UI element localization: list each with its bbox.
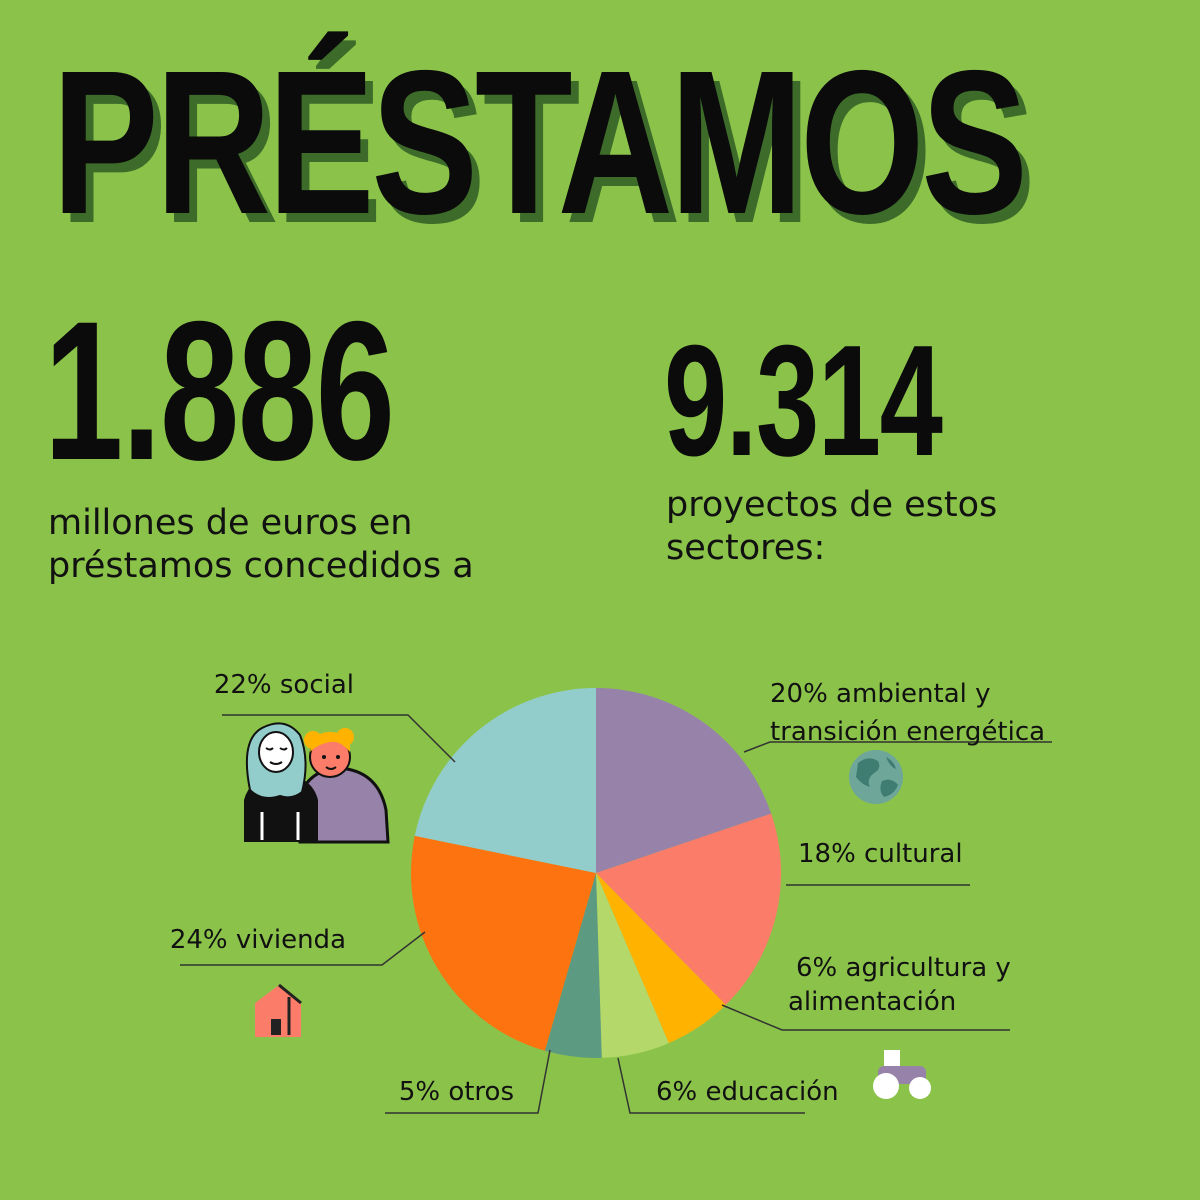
globe-icon	[849, 750, 903, 804]
leader-line	[743, 741, 1052, 753]
slice-label: 20% ambiental y	[770, 679, 991, 709]
tractor-icon	[873, 1050, 931, 1099]
pie-labels: 20% ambiental y transición energética 18% …	[170, 670, 1045, 1107]
slice-label: 6% educación	[656, 1077, 839, 1107]
people-illustration	[244, 722, 390, 844]
loan-amount-caption-line2: préstamos concedidos a	[48, 545, 474, 586]
leader-line	[721, 1004, 1010, 1031]
project-count-caption-line2: sectores:	[666, 527, 826, 568]
slice-label: 5% otros	[399, 1077, 514, 1107]
leader-line	[180, 931, 426, 966]
pie-slice	[411, 835, 596, 1051]
leader-line	[617, 1057, 805, 1114]
pie-slice	[596, 873, 726, 1044]
pie-leader-lines	[180, 714, 1052, 1114]
project-count-figure: 9.314	[664, 313, 943, 489]
loan-amount-figure: 1.886	[44, 280, 395, 501]
page-title: PRÉSTAMOS	[52, 28, 1028, 257]
pie-slice	[596, 873, 669, 1058]
loan-amount-caption: millones de euros en préstamos concedido…	[48, 502, 508, 587]
slice-label: 18% cultural	[798, 839, 963, 869]
pie-slice	[596, 813, 781, 1005]
house-icon	[255, 983, 302, 1037]
leader-line	[222, 714, 456, 763]
leader-line	[385, 1049, 551, 1114]
project-count-caption-line1: proyectos de estos	[666, 485, 998, 525]
pie-slice	[544, 873, 602, 1058]
slice-label: 24% vivienda	[170, 925, 346, 955]
pie-slices	[411, 688, 781, 1058]
pie-slice	[414, 688, 596, 873]
slice-label-line2: transición energética	[770, 717, 1045, 747]
slice-label: 6% agricultura y	[796, 953, 1011, 983]
slice-label-line2: alimentación	[788, 987, 956, 1017]
slice-label: 22% social	[214, 670, 354, 700]
project-count-caption: proyectos de estos sectores:	[666, 484, 1026, 569]
pie-slice	[596, 688, 772, 873]
loan-amount-caption-line1: millones de euros en	[48, 503, 413, 543]
